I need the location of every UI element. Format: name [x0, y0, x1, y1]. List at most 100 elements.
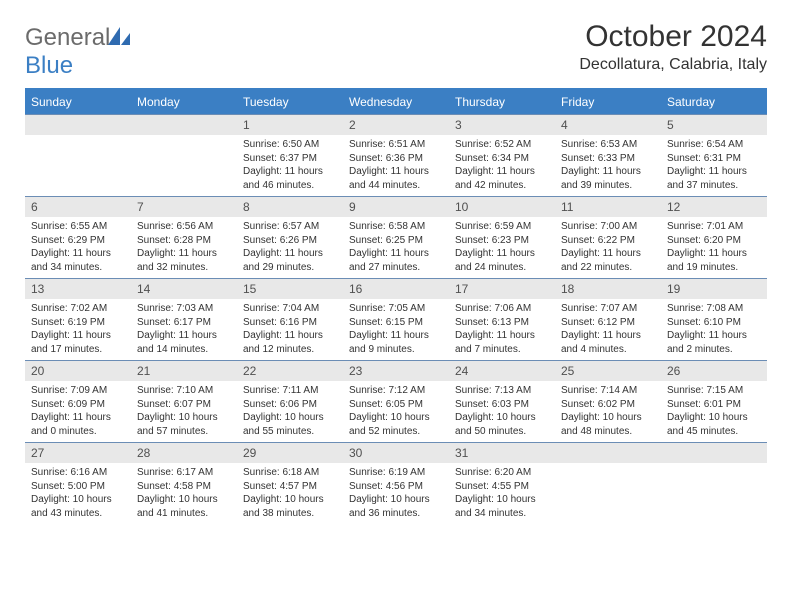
- week-row: 6Sunrise: 6:55 AMSunset: 6:29 PMDaylight…: [25, 197, 767, 279]
- day-number: 22: [237, 361, 343, 381]
- day-cell: 8Sunrise: 6:57 AMSunset: 6:26 PMDaylight…: [237, 197, 343, 279]
- day-details: Sunrise: 6:51 AMSunset: 6:36 PMDaylight:…: [343, 135, 449, 196]
- day-cell: 15Sunrise: 7:04 AMSunset: 6:16 PMDayligh…: [237, 279, 343, 361]
- day-cell: [131, 115, 237, 197]
- logo-word1: General: [25, 24, 110, 51]
- day-cell: 26Sunrise: 7:15 AMSunset: 6:01 PMDayligh…: [661, 361, 767, 443]
- day-details: Sunrise: 6:16 AMSunset: 5:00 PMDaylight:…: [25, 463, 131, 524]
- day-number: 15: [237, 279, 343, 299]
- logo: GeneralBlue: [25, 24, 130, 80]
- day-details: Sunrise: 6:18 AMSunset: 4:57 PMDaylight:…: [237, 463, 343, 524]
- day-details: Sunrise: 7:06 AMSunset: 6:13 PMDaylight:…: [449, 299, 555, 360]
- day-number: 20: [25, 361, 131, 381]
- day-details: Sunrise: 7:12 AMSunset: 6:05 PMDaylight:…: [343, 381, 449, 442]
- day-details: Sunrise: 6:55 AMSunset: 6:29 PMDaylight:…: [25, 217, 131, 278]
- day-number: 18: [555, 279, 661, 299]
- month-title: October 2024: [579, 20, 767, 54]
- day-number: 1: [237, 115, 343, 135]
- day-cell: 19Sunrise: 7:08 AMSunset: 6:10 PMDayligh…: [661, 279, 767, 361]
- day-number: 2: [343, 115, 449, 135]
- header: GeneralBlue October 2024 Decollatura, Ca…: [25, 20, 767, 80]
- day-cell: [25, 115, 131, 197]
- calendar-body: 1Sunrise: 6:50 AMSunset: 6:37 PMDaylight…: [25, 115, 767, 525]
- week-row: 27Sunrise: 6:16 AMSunset: 5:00 PMDayligh…: [25, 443, 767, 525]
- weekday-header-row: Sunday Monday Tuesday Wednesday Thursday…: [25, 89, 767, 115]
- day-number: 19: [661, 279, 767, 299]
- weekday-header: Tuesday: [237, 89, 343, 115]
- calendar-table: Sunday Monday Tuesday Wednesday Thursday…: [25, 88, 767, 524]
- day-cell: [555, 443, 661, 525]
- day-number: 21: [131, 361, 237, 381]
- day-cell: 31Sunrise: 6:20 AMSunset: 4:55 PMDayligh…: [449, 443, 555, 525]
- day-details: Sunrise: 7:05 AMSunset: 6:15 PMDaylight:…: [343, 299, 449, 360]
- day-number: 16: [343, 279, 449, 299]
- day-details: Sunrise: 6:56 AMSunset: 6:28 PMDaylight:…: [131, 217, 237, 278]
- weekday-header: Wednesday: [343, 89, 449, 115]
- weekday-header: Thursday: [449, 89, 555, 115]
- weekday-header: Saturday: [661, 89, 767, 115]
- day-details: Sunrise: 6:58 AMSunset: 6:25 PMDaylight:…: [343, 217, 449, 278]
- logo-sail-icon: [108, 24, 130, 51]
- day-number: 29: [237, 443, 343, 463]
- week-row: 1Sunrise: 6:50 AMSunset: 6:37 PMDaylight…: [25, 115, 767, 197]
- title-block: October 2024 Decollatura, Calabria, Ital…: [579, 20, 767, 74]
- day-number: 31: [449, 443, 555, 463]
- day-cell: 28Sunrise: 6:17 AMSunset: 4:58 PMDayligh…: [131, 443, 237, 525]
- day-number: 17: [449, 279, 555, 299]
- day-number: 23: [343, 361, 449, 381]
- day-details: Sunrise: 7:04 AMSunset: 6:16 PMDaylight:…: [237, 299, 343, 360]
- day-cell: 25Sunrise: 7:14 AMSunset: 6:02 PMDayligh…: [555, 361, 661, 443]
- day-cell: [661, 443, 767, 525]
- day-number: [131, 115, 237, 135]
- day-number: [555, 443, 661, 463]
- day-cell: 16Sunrise: 7:05 AMSunset: 6:15 PMDayligh…: [343, 279, 449, 361]
- week-row: 20Sunrise: 7:09 AMSunset: 6:09 PMDayligh…: [25, 361, 767, 443]
- day-cell: 11Sunrise: 7:00 AMSunset: 6:22 PMDayligh…: [555, 197, 661, 279]
- day-details: Sunrise: 6:52 AMSunset: 6:34 PMDaylight:…: [449, 135, 555, 196]
- day-cell: 9Sunrise: 6:58 AMSunset: 6:25 PMDaylight…: [343, 197, 449, 279]
- weekday-header: Monday: [131, 89, 237, 115]
- day-number: 10: [449, 197, 555, 217]
- day-cell: 3Sunrise: 6:52 AMSunset: 6:34 PMDaylight…: [449, 115, 555, 197]
- logo-word2: Blue: [25, 52, 73, 79]
- day-cell: 7Sunrise: 6:56 AMSunset: 6:28 PMDaylight…: [131, 197, 237, 279]
- day-cell: 4Sunrise: 6:53 AMSunset: 6:33 PMDaylight…: [555, 115, 661, 197]
- day-cell: 12Sunrise: 7:01 AMSunset: 6:20 PMDayligh…: [661, 197, 767, 279]
- logo-text: GeneralBlue: [25, 24, 130, 80]
- day-number: 24: [449, 361, 555, 381]
- weekday-header: Friday: [555, 89, 661, 115]
- location: Decollatura, Calabria, Italy: [579, 56, 767, 74]
- day-cell: 30Sunrise: 6:19 AMSunset: 4:56 PMDayligh…: [343, 443, 449, 525]
- day-details: Sunrise: 6:53 AMSunset: 6:33 PMDaylight:…: [555, 135, 661, 196]
- day-number: 7: [131, 197, 237, 217]
- day-number: 8: [237, 197, 343, 217]
- day-details: Sunrise: 7:02 AMSunset: 6:19 PMDaylight:…: [25, 299, 131, 360]
- day-number: 30: [343, 443, 449, 463]
- day-details: Sunrise: 7:08 AMSunset: 6:10 PMDaylight:…: [661, 299, 767, 360]
- day-cell: 23Sunrise: 7:12 AMSunset: 6:05 PMDayligh…: [343, 361, 449, 443]
- day-details: Sunrise: 7:11 AMSunset: 6:06 PMDaylight:…: [237, 381, 343, 442]
- day-cell: 6Sunrise: 6:55 AMSunset: 6:29 PMDaylight…: [25, 197, 131, 279]
- week-row: 13Sunrise: 7:02 AMSunset: 6:19 PMDayligh…: [25, 279, 767, 361]
- day-details: Sunrise: 6:50 AMSunset: 6:37 PMDaylight:…: [237, 135, 343, 196]
- day-cell: 5Sunrise: 6:54 AMSunset: 6:31 PMDaylight…: [661, 115, 767, 197]
- day-details: Sunrise: 7:03 AMSunset: 6:17 PMDaylight:…: [131, 299, 237, 360]
- weekday-header: Sunday: [25, 89, 131, 115]
- day-details: Sunrise: 7:07 AMSunset: 6:12 PMDaylight:…: [555, 299, 661, 360]
- day-details: Sunrise: 7:10 AMSunset: 6:07 PMDaylight:…: [131, 381, 237, 442]
- day-details: Sunrise: 7:13 AMSunset: 6:03 PMDaylight:…: [449, 381, 555, 442]
- day-cell: 18Sunrise: 7:07 AMSunset: 6:12 PMDayligh…: [555, 279, 661, 361]
- day-number: 14: [131, 279, 237, 299]
- day-cell: 20Sunrise: 7:09 AMSunset: 6:09 PMDayligh…: [25, 361, 131, 443]
- day-cell: 2Sunrise: 6:51 AMSunset: 6:36 PMDaylight…: [343, 115, 449, 197]
- day-number: 5: [661, 115, 767, 135]
- day-details: Sunrise: 6:17 AMSunset: 4:58 PMDaylight:…: [131, 463, 237, 524]
- day-cell: 10Sunrise: 6:59 AMSunset: 6:23 PMDayligh…: [449, 197, 555, 279]
- day-number: 13: [25, 279, 131, 299]
- day-details: Sunrise: 6:59 AMSunset: 6:23 PMDaylight:…: [449, 217, 555, 278]
- day-number: [25, 115, 131, 135]
- day-details: Sunrise: 6:19 AMSunset: 4:56 PMDaylight:…: [343, 463, 449, 524]
- day-number: [661, 443, 767, 463]
- day-details: Sunrise: 6:57 AMSunset: 6:26 PMDaylight:…: [237, 217, 343, 278]
- day-cell: 29Sunrise: 6:18 AMSunset: 4:57 PMDayligh…: [237, 443, 343, 525]
